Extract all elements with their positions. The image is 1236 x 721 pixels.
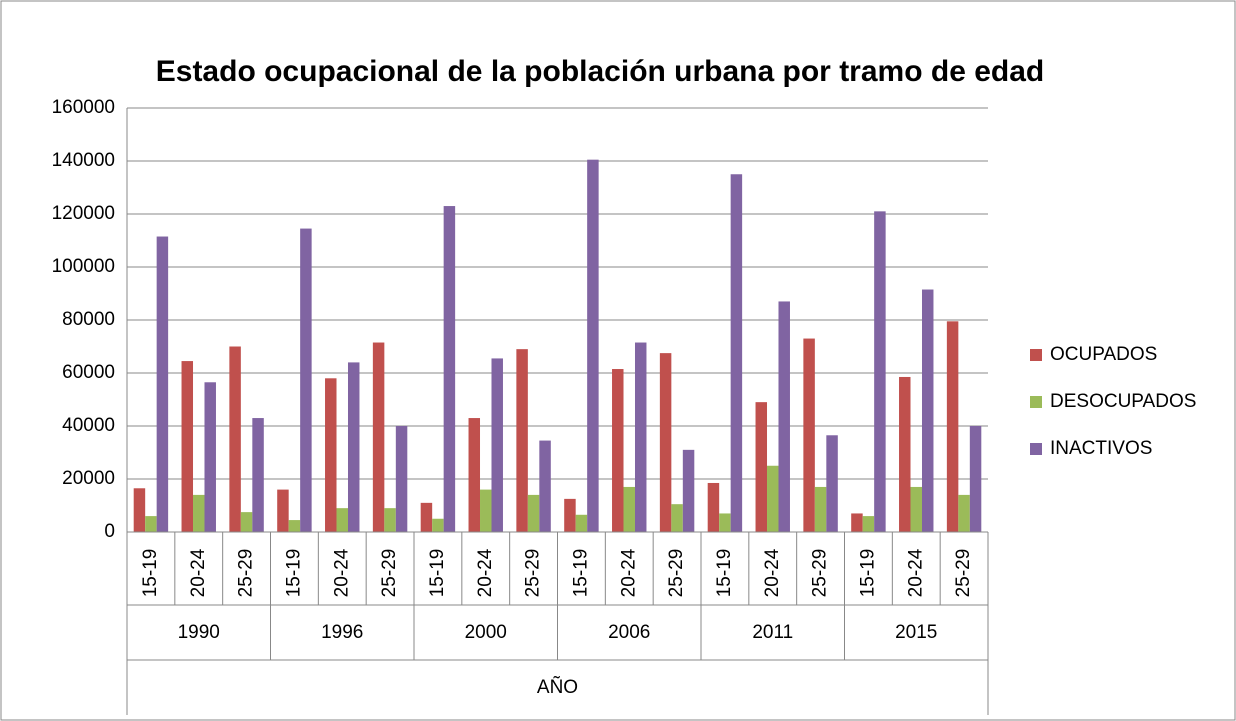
bar: [826, 435, 838, 532]
y-tick-label: 120000: [52, 203, 115, 224]
group-label: 2006: [608, 622, 650, 643]
legend-swatch: [1030, 443, 1042, 455]
x-tick-label: 20-24: [475, 548, 496, 597]
bar: [575, 514, 588, 532]
bar: [921, 289, 934, 532]
bar: [193, 494, 205, 532]
bar: [156, 236, 169, 532]
bar: [420, 502, 433, 532]
legend-swatch: [1030, 349, 1042, 361]
x-tick-label: 20-24: [618, 548, 639, 597]
x-tick-label: 20-24: [331, 548, 352, 597]
bar: [814, 486, 827, 532]
x-tick-label: 20-24: [762, 548, 783, 597]
x-tick-label: 15-19: [857, 549, 878, 598]
x-tick-label: 20-24: [905, 548, 926, 597]
chart-title: Estado ocupacional de la población urban…: [156, 55, 1045, 88]
bar: [325, 378, 337, 532]
x-tick-label: 15-19: [570, 549, 591, 598]
legend-swatch: [1030, 396, 1042, 408]
bar: [252, 418, 264, 532]
y-tick-label: 160000: [52, 97, 115, 118]
bar: [910, 486, 922, 532]
y-tick-label: 140000: [52, 150, 115, 171]
bar: [468, 418, 481, 532]
x-tick-label: 25-29: [666, 549, 687, 598]
bar: [682, 449, 695, 532]
x-tick-label: 25-29: [523, 549, 544, 598]
bar: [634, 342, 647, 532]
bar: [229, 346, 241, 532]
y-tick-label: 100000: [52, 256, 115, 277]
bar: [300, 228, 312, 532]
bar: [491, 358, 503, 532]
bar: [874, 211, 886, 532]
bar: [372, 342, 385, 532]
group-label: 2011: [752, 622, 793, 643]
bar: [671, 504, 683, 532]
bar: [277, 489, 289, 532]
bar: [958, 494, 970, 532]
bar: [587, 159, 599, 533]
group-label: 2015: [895, 622, 937, 643]
x-tick-label: 25-29: [236, 549, 257, 598]
bar: [623, 486, 635, 532]
bar: [181, 361, 194, 532]
bar: [730, 174, 743, 532]
bar: [564, 498, 576, 532]
bar: [719, 513, 731, 532]
bar: [443, 206, 456, 533]
x-tick-label: 25-29: [953, 549, 974, 598]
bar: [946, 321, 959, 532]
y-tick-label: 60000: [62, 362, 115, 383]
bar: [969, 426, 982, 532]
bar: [336, 508, 348, 532]
y-tick-label: 80000: [62, 309, 115, 330]
bar: [480, 489, 492, 532]
x-tick-label: 15-19: [714, 549, 735, 598]
legend-label: DESOCUPADOS: [1050, 391, 1196, 412]
group-label: 1990: [178, 622, 220, 643]
bar: [851, 513, 863, 532]
bar: [145, 516, 157, 532]
x-tick-label: 25-29: [379, 549, 400, 598]
legend-label: OCUPADOS: [1050, 344, 1157, 365]
bar: [288, 520, 301, 532]
y-tick-label: 0: [104, 521, 115, 542]
bar: [204, 382, 216, 532]
x-tick-label: 25-29: [810, 549, 831, 598]
bar: [516, 349, 528, 532]
bar: [862, 516, 875, 532]
bar: [899, 376, 911, 532]
x-axis-label: AÑO: [537, 676, 578, 698]
bar: [659, 353, 672, 532]
bar: [347, 362, 360, 532]
bar: [133, 488, 146, 532]
bar: [432, 518, 444, 532]
x-tick-label: 20-24: [188, 548, 209, 597]
bar: [527, 494, 540, 532]
group-label: 1996: [321, 622, 363, 643]
bar: [384, 508, 396, 532]
legend-label: INACTIVOS: [1050, 438, 1152, 459]
bar: [707, 482, 720, 532]
group-label: 2000: [465, 622, 507, 643]
bar: [612, 369, 624, 532]
x-tick-label: 15-19: [427, 549, 448, 598]
x-tick-label: 15-19: [283, 549, 304, 598]
x-tick-label: 15-19: [140, 549, 161, 598]
bar: [778, 301, 790, 532]
y-tick-label: 40000: [62, 415, 115, 436]
bar: [767, 465, 779, 532]
bar: [803, 338, 815, 532]
bar: [755, 402, 768, 532]
bar: [240, 512, 253, 532]
y-tick-label: 20000: [62, 468, 115, 489]
bar: [539, 440, 551, 532]
bar: [395, 426, 408, 532]
